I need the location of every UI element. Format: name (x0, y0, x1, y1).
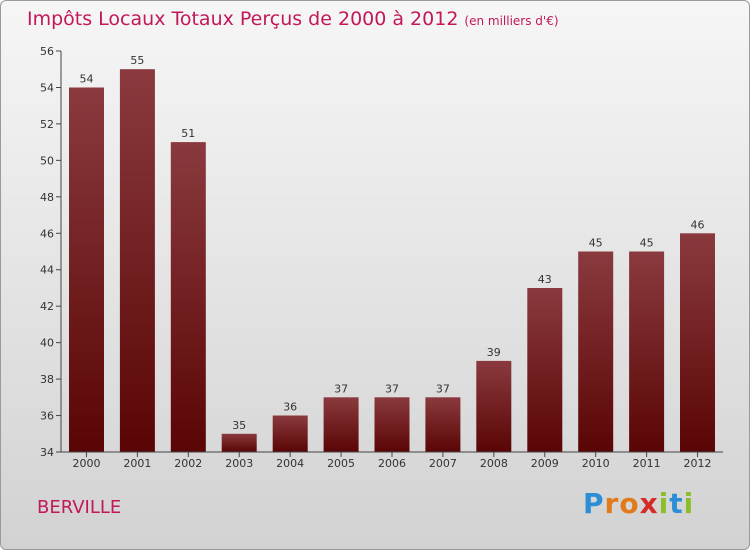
value-label-2001: 55 (130, 54, 144, 67)
bar-2003 (221, 433, 257, 452)
chart-subtitle: (en milliers d'€) (464, 14, 559, 28)
y-tick-label-48: 48 (40, 191, 54, 204)
bar-2008 (476, 360, 512, 452)
logo-letter: i (683, 487, 695, 520)
value-label-2009: 43 (538, 273, 552, 286)
value-label-2005: 37 (334, 382, 348, 395)
value-label-2007: 37 (436, 382, 450, 395)
x-tick-label-2004: 2004 (276, 457, 304, 470)
commune-name: BERVILLE (37, 497, 122, 518)
value-label-2003: 35 (232, 419, 246, 432)
x-tick-label-2001: 2001 (123, 457, 151, 470)
y-tick-label-44: 44 (40, 264, 54, 277)
bar-2000 (69, 87, 104, 452)
x-tick-label-2000: 2000 (72, 457, 100, 470)
y-tick-label-38: 38 (40, 373, 54, 386)
logo-letter: x (639, 487, 659, 520)
value-label-2006: 37 (385, 382, 399, 395)
logo-letter: r (604, 487, 620, 520)
x-tick-label-2005: 2005 (327, 457, 355, 470)
value-label-2011: 45 (640, 237, 654, 250)
y-tick-label-54: 54 (40, 81, 54, 94)
value-label-2008: 39 (487, 346, 501, 359)
y-tick-label-50: 50 (40, 154, 54, 167)
bar-2011 (629, 251, 665, 452)
bar-2002 (170, 142, 206, 452)
chart-title: Impôts Locaux Totaux Perçus de 2000 à 20… (27, 8, 559, 30)
logo-letter: P (583, 487, 605, 520)
y-axis: 34 36 38 40 42 44 46 48 50 52 54 56 (40, 45, 62, 459)
bar-2001 (119, 69, 155, 452)
y-tick-label-36: 36 (40, 410, 54, 423)
value-label-2004: 36 (283, 401, 297, 414)
value-label-2012: 46 (691, 218, 705, 231)
proxiti-logo[interactable]: Proxiti (583, 487, 694, 520)
x-tick-label-2008: 2008 (480, 457, 508, 470)
value-label-2000: 54 (80, 73, 94, 86)
y-tick-label-56: 56 (40, 45, 54, 58)
x-tick-label-2011: 2011 (633, 457, 661, 470)
bar-2012 (680, 233, 715, 452)
bars-group (69, 69, 715, 452)
y-tick-label-40: 40 (40, 337, 54, 350)
x-tick-label-2007: 2007 (429, 457, 457, 470)
y-tick-label-34: 34 (40, 446, 54, 459)
logo-letter: t (669, 487, 684, 520)
value-label-2010: 45 (589, 237, 603, 250)
x-tick-label-2003: 2003 (225, 457, 253, 470)
logo-letter: i (658, 487, 670, 520)
bar-2006 (374, 397, 410, 452)
x-tick-label-2009: 2009 (531, 457, 559, 470)
y-tick-label-46: 46 (40, 227, 54, 240)
chart-title-text: Impôts Locaux Totaux Perçus de 2000 à 20… (27, 8, 459, 30)
bar-2004 (272, 415, 308, 452)
bar-2010 (578, 251, 614, 452)
x-tick-label-2002: 2002 (174, 457, 202, 470)
y-tick-label-52: 52 (40, 118, 54, 131)
y-tick-label-42: 42 (40, 300, 54, 313)
x-tick-label-2006: 2006 (378, 457, 406, 470)
value-labels-group: 54 55 51 35 36 37 37 37 39 43 45 45 46 (80, 54, 705, 432)
x-tick-label-2012: 2012 (684, 457, 712, 470)
bar-2007 (425, 397, 461, 452)
bar-2009 (527, 288, 563, 452)
logo-letter: o (619, 487, 640, 520)
bar-2005 (323, 397, 359, 452)
value-label-2002: 51 (181, 127, 195, 140)
x-axis: 2000 2001 2002 2003 2004 2005 2006 2007 2008 2009… (61, 451, 723, 470)
x-tick-label-2010: 2010 (582, 457, 610, 470)
